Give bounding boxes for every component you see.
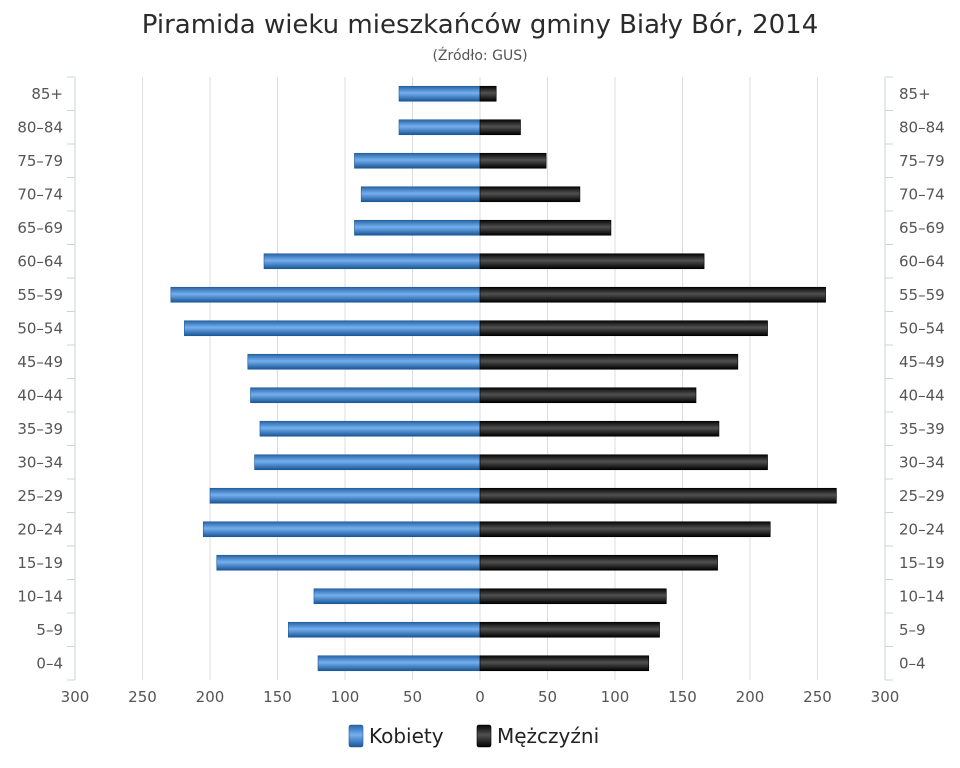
- bar-mezczyzni-25-29[interactable]: [479, 487, 837, 504]
- bar-kobiety-75-79[interactable]: [354, 152, 481, 169]
- y-tick-label-left: 5–9: [36, 621, 63, 639]
- bar-kobiety-65-69[interactable]: [354, 219, 481, 236]
- bar-kobiety-40-44[interactable]: [250, 387, 481, 404]
- bar-kobiety-70-74[interactable]: [360, 186, 481, 203]
- bar-mezczyzni-5-9[interactable]: [479, 621, 660, 638]
- bar-mezczyzni-30-34[interactable]: [479, 454, 768, 471]
- legend-item-kobiety[interactable]: Kobiety: [348, 724, 444, 748]
- legend-swatch: [476, 724, 492, 748]
- bar-mezczyzni-10-14[interactable]: [479, 588, 667, 605]
- x-tick-label: 200: [736, 688, 765, 706]
- y-tick-label-left: 80–84: [17, 118, 63, 136]
- legend-label: Mężczyźni: [497, 724, 599, 748]
- bar-mezczyzni-20-24[interactable]: [479, 521, 771, 538]
- y-tick-label-left: 40–44: [17, 386, 63, 404]
- y-tick-label-left: 20–24: [17, 520, 63, 538]
- bar-mezczyzni-45-49[interactable]: [479, 353, 739, 370]
- bar-kobiety-25-29[interactable]: [209, 487, 481, 504]
- x-tick-label: 100: [331, 688, 360, 706]
- bar-kobiety-30-34[interactable]: [254, 454, 481, 471]
- bar-kobiety-85-[interactable]: [398, 85, 481, 102]
- y-tick-label-left: 55–59: [17, 286, 63, 304]
- bar-mezczyzni-60-64[interactable]: [479, 253, 705, 270]
- y-tick-label-right: 40–44: [899, 386, 945, 404]
- y-tick-label-right: 65–69: [899, 219, 945, 237]
- x-tick-label: 250: [803, 688, 832, 706]
- y-tick-label-right: 60–64: [899, 252, 945, 270]
- x-tick-label: 200: [196, 688, 225, 706]
- bar-kobiety-80-84[interactable]: [398, 119, 481, 136]
- y-tick-label-right: 85+: [899, 85, 931, 103]
- x-tick-label: 300: [871, 688, 900, 706]
- bar-kobiety-50-54[interactable]: [184, 320, 481, 337]
- y-tick-label-left: 85+: [31, 85, 63, 103]
- y-tick-label-left: 0–4: [36, 654, 63, 672]
- y-tick-label-left: 10–14: [17, 587, 63, 605]
- bar-kobiety-10-14[interactable]: [313, 588, 481, 605]
- legend-item-mezczyzni[interactable]: Mężczyźni: [476, 724, 599, 748]
- y-tick-label-right: 50–54: [899, 319, 945, 337]
- y-tick-label-right: 45–49: [899, 353, 945, 371]
- legend-swatch: [348, 724, 364, 748]
- bar-kobiety-45-49[interactable]: [247, 353, 481, 370]
- y-tick-label-right: 5–9: [899, 621, 926, 639]
- y-tick-label-left: 45–49: [17, 353, 63, 371]
- legend[interactable]: Kobiety Mężczyźni: [348, 724, 599, 748]
- y-tick-label-left: 60–64: [17, 252, 63, 270]
- axes: 85+ 85+ 80–84 80–84 75–79 75–79 70–74 70–74 65–6…: [17, 76, 945, 706]
- bar-mezczyzni-50-54[interactable]: [479, 320, 768, 337]
- bar-kobiety-5-9[interactable]: [287, 621, 481, 638]
- bar-kobiety-60-64[interactable]: [263, 253, 481, 270]
- bar-mezczyzni-35-39[interactable]: [479, 420, 720, 437]
- y-tick-label-right: 55–59: [899, 286, 945, 304]
- y-tick-label-left: 25–29: [17, 487, 63, 505]
- bar-mezczyzni-55-59[interactable]: [479, 286, 826, 303]
- y-tick-label-right: 0–4: [899, 654, 926, 672]
- bars: [170, 85, 837, 672]
- legend-label: Kobiety: [369, 724, 444, 748]
- bar-mezczyzni-40-44[interactable]: [479, 387, 697, 404]
- bar-mezczyzni-85-[interactable]: [479, 85, 497, 102]
- bar-mezczyzni-65-69[interactable]: [479, 219, 612, 236]
- y-tick-label-right: 35–39: [899, 420, 945, 438]
- y-tick-label-right: 15–19: [899, 554, 945, 572]
- bar-mezczyzni-70-74[interactable]: [479, 186, 581, 203]
- x-tick-label: 250: [128, 688, 157, 706]
- bar-kobiety-55-59[interactable]: [170, 286, 481, 303]
- x-tick-label: 300: [61, 688, 90, 706]
- bar-kobiety-0-4[interactable]: [317, 655, 481, 672]
- y-tick-label-left: 15–19: [17, 554, 63, 572]
- y-tick-label-left: 50–54: [17, 319, 63, 337]
- y-tick-label-right: 30–34: [899, 453, 945, 471]
- y-tick-label-right: 75–79: [899, 152, 945, 170]
- chart-subtitle: (Źródło: GUS): [432, 46, 527, 64]
- bar-mezczyzni-0-4[interactable]: [479, 655, 650, 672]
- y-tick-label-right: 80–84: [899, 118, 945, 136]
- y-tick-label-left: 75–79: [17, 152, 63, 170]
- x-tick-label: 50: [403, 688, 422, 706]
- y-tick-label-left: 35–39: [17, 420, 63, 438]
- y-tick-label-right: 25–29: [899, 487, 945, 505]
- gridlines: [142, 77, 818, 680]
- bar-mezczyzni-80-84[interactable]: [479, 119, 521, 136]
- y-tick-label-right: 10–14: [899, 587, 945, 605]
- y-tick-label-right: 70–74: [899, 185, 945, 203]
- x-tick-label: 50: [538, 688, 557, 706]
- y-tick-label-left: 30–34: [17, 453, 63, 471]
- x-tick-label: 150: [668, 688, 697, 706]
- chart-title: Piramida wieku mieszkańców gminy Biały B…: [142, 10, 819, 40]
- y-tick-label-left: 65–69: [17, 219, 63, 237]
- bar-mezczyzni-15-19[interactable]: [479, 554, 718, 571]
- x-tick-label: 100: [601, 688, 630, 706]
- bar-kobiety-15-19[interactable]: [216, 554, 481, 571]
- bar-kobiety-20-24[interactable]: [202, 521, 481, 538]
- bar-kobiety-35-39[interactable]: [259, 420, 481, 437]
- bar-mezczyzni-75-79[interactable]: [479, 152, 547, 169]
- x-tick-label: 0: [475, 688, 485, 706]
- y-tick-label-right: 20–24: [899, 520, 945, 538]
- y-tick-label-left: 70–74: [17, 185, 63, 203]
- x-tick-label: 150: [263, 688, 292, 706]
